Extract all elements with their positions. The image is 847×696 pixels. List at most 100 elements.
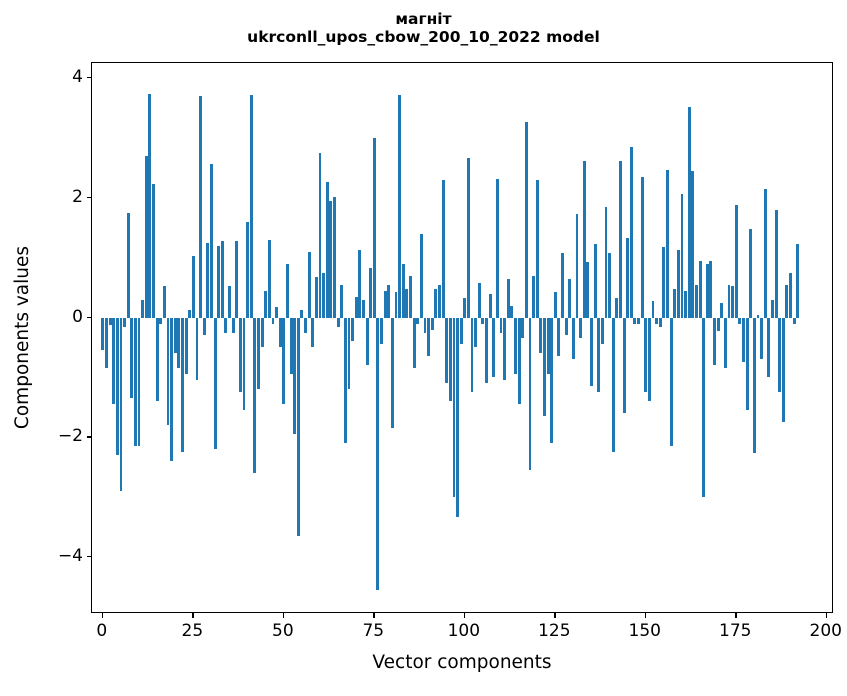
x-tick-mark bbox=[825, 613, 828, 618]
bar bbox=[662, 246, 666, 318]
plot-area bbox=[91, 62, 833, 613]
bar bbox=[781, 317, 785, 423]
bar bbox=[286, 263, 289, 318]
bar bbox=[579, 317, 583, 339]
bar bbox=[506, 278, 510, 318]
bar bbox=[123, 317, 127, 327]
bar bbox=[673, 288, 677, 318]
bar bbox=[347, 317, 351, 390]
bar bbox=[521, 317, 525, 339]
bar bbox=[296, 317, 300, 537]
chart-subtitle: ukrconll_upos_cbow_200_10_2022 model bbox=[247, 28, 600, 47]
bar bbox=[224, 317, 228, 333]
bar bbox=[275, 306, 279, 318]
bar bbox=[380, 317, 383, 345]
bar bbox=[470, 317, 474, 393]
bar bbox=[423, 317, 427, 333]
bar bbox=[658, 317, 662, 327]
bar bbox=[293, 317, 297, 435]
bar bbox=[611, 317, 615, 453]
bar bbox=[742, 317, 745, 363]
x-tick-label: 75 bbox=[362, 621, 385, 641]
y-axis-tick-marks bbox=[86, 62, 92, 613]
bar bbox=[105, 317, 108, 369]
bar bbox=[148, 94, 152, 318]
bar bbox=[615, 298, 619, 318]
bar bbox=[517, 317, 521, 405]
bar bbox=[752, 317, 756, 454]
bar bbox=[637, 317, 640, 324]
bar bbox=[427, 317, 431, 357]
bar bbox=[561, 253, 564, 318]
bar bbox=[774, 209, 778, 318]
x-axis-tick-labels: 0 25 50 75 100 125 150 175 200 bbox=[91, 613, 842, 643]
bar bbox=[792, 317, 796, 324]
x-tick-mark bbox=[373, 613, 375, 618]
bar bbox=[318, 152, 322, 318]
bar bbox=[398, 94, 402, 318]
bar bbox=[126, 212, 130, 318]
x-axis-tick-marks bbox=[91, 613, 833, 619]
y-tick-mark bbox=[86, 196, 91, 199]
bar bbox=[626, 238, 630, 318]
x-tick-label: 25 bbox=[181, 621, 204, 641]
bar bbox=[716, 317, 720, 331]
bar bbox=[655, 317, 659, 324]
bar bbox=[307, 251, 311, 318]
bar bbox=[220, 241, 224, 318]
bar bbox=[608, 252, 612, 318]
bar bbox=[593, 244, 597, 318]
bar bbox=[760, 317, 764, 360]
bar bbox=[568, 278, 572, 318]
bar bbox=[390, 317, 394, 429]
bar bbox=[582, 160, 586, 318]
bar bbox=[564, 317, 568, 336]
bar bbox=[669, 317, 673, 447]
bar bbox=[416, 317, 420, 324]
bar bbox=[745, 317, 749, 411]
bar bbox=[492, 317, 496, 378]
bar bbox=[289, 317, 293, 375]
bar bbox=[358, 250, 362, 318]
bar bbox=[322, 272, 326, 318]
bar bbox=[448, 317, 452, 402]
bar bbox=[144, 155, 148, 318]
bar bbox=[383, 290, 387, 318]
bar bbox=[184, 317, 188, 375]
bar bbox=[553, 292, 557, 318]
bar bbox=[401, 263, 405, 318]
bar bbox=[304, 317, 307, 333]
bar bbox=[734, 204, 738, 318]
bar bbox=[394, 292, 398, 318]
x-tick-label: 100 bbox=[447, 621, 481, 641]
bar bbox=[702, 317, 706, 498]
bar bbox=[162, 286, 166, 318]
bar bbox=[376, 317, 380, 591]
x-tick-label: 175 bbox=[719, 621, 752, 641]
bar bbox=[698, 260, 702, 318]
bar bbox=[488, 293, 492, 318]
bar bbox=[557, 317, 561, 357]
bar bbox=[419, 233, 423, 318]
x-tick-mark bbox=[101, 613, 104, 618]
bar bbox=[155, 317, 159, 402]
x-tick-mark bbox=[192, 613, 194, 618]
bar bbox=[535, 179, 539, 318]
bar bbox=[405, 288, 409, 318]
bar bbox=[133, 317, 137, 447]
bar bbox=[362, 299, 365, 318]
y-tick-mark bbox=[86, 436, 91, 438]
bar bbox=[705, 263, 709, 318]
bar bbox=[789, 272, 792, 318]
bar bbox=[586, 262, 590, 318]
x-axis-label: Vector components bbox=[372, 652, 552, 673]
bar bbox=[495, 178, 499, 318]
x-tick-mark bbox=[644, 613, 647, 618]
y-tick-label: −2 bbox=[57, 426, 83, 447]
bar bbox=[177, 317, 181, 369]
x-tick-label: 50 bbox=[272, 621, 294, 641]
bar bbox=[282, 317, 286, 405]
bar bbox=[137, 317, 141, 447]
bar bbox=[209, 163, 213, 318]
bar bbox=[246, 221, 250, 318]
